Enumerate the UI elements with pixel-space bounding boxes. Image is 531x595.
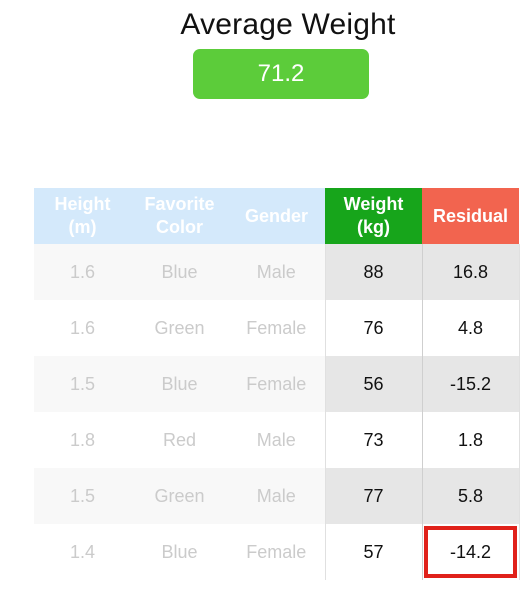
average-weight-value: 71.2: [257, 60, 305, 87]
header-residual-label: Residual: [432, 205, 509, 226]
residual-cell: 1.8: [421, 412, 520, 468]
weight-cell: 56: [324, 356, 422, 412]
weight-cell: 88: [324, 244, 422, 300]
header-gender-label: Gender: [244, 205, 309, 226]
gender-cell: Male: [228, 244, 325, 300]
header-weight-label: Weight (kg): [343, 194, 404, 237]
table-row: 1.5 Blue Female 56 -15.2: [34, 356, 520, 412]
header-favorite-color: Favorite Color: [131, 188, 228, 244]
header-height: Height (m): [34, 188, 131, 244]
gender-cell: Male: [228, 468, 325, 524]
weight-cell: 73: [324, 412, 422, 468]
header-gender: Gender: [228, 188, 325, 244]
weight-cell: 57: [324, 524, 422, 580]
color-cell: Blue: [131, 524, 228, 580]
table-row: 1.8 Red Male 73 1.8: [34, 412, 520, 468]
height-cell: 1.4: [34, 524, 131, 580]
residual-cell: 5.8: [421, 468, 520, 524]
table-row: 1.6 Green Female 76 4.8: [34, 300, 520, 356]
height-cell: 1.8: [34, 412, 131, 468]
color-cell: Red: [131, 412, 228, 468]
average-weight-badge: 71.2: [193, 49, 369, 99]
height-cell: 1.6: [34, 244, 131, 300]
table-header-row: Height (m) Favorite Color Gender Weight …: [34, 188, 519, 244]
gender-cell: Female: [228, 524, 325, 580]
height-cell: 1.5: [34, 356, 131, 412]
data-table: Height (m) Favorite Color Gender Weight …: [34, 188, 520, 580]
header-residual: Residual: [422, 188, 519, 244]
color-cell: Blue: [131, 356, 228, 412]
height-cell: 1.6: [34, 300, 131, 356]
gender-cell: Female: [228, 300, 325, 356]
header-height-label: Height (m): [54, 194, 111, 237]
gender-cell: Male: [228, 412, 325, 468]
table-row: 1.4 Blue Female 57 -14.2: [34, 524, 520, 580]
residual-cell: -15.2: [421, 356, 520, 412]
height-cell: 1.5: [34, 468, 131, 524]
header-weight: Weight (kg): [325, 188, 422, 244]
residual-cell: 4.8: [421, 300, 520, 356]
table-row: 1.6 Blue Male 88 16.8: [34, 244, 520, 300]
residual-cell: 16.8: [421, 244, 520, 300]
header-favorite-color-label: Favorite Color: [144, 194, 215, 237]
weight-cell: 76: [324, 300, 422, 356]
weight-cell: 77: [324, 468, 422, 524]
page-title: Average Weight: [180, 8, 396, 41]
table-row: 1.5 Green Male 77 5.8: [34, 468, 520, 524]
gender-cell: Female: [228, 356, 325, 412]
color-cell: Blue: [131, 244, 228, 300]
color-cell: Green: [131, 300, 228, 356]
color-cell: Green: [131, 468, 228, 524]
highlighted-residual-cell: -14.2: [421, 524, 520, 580]
